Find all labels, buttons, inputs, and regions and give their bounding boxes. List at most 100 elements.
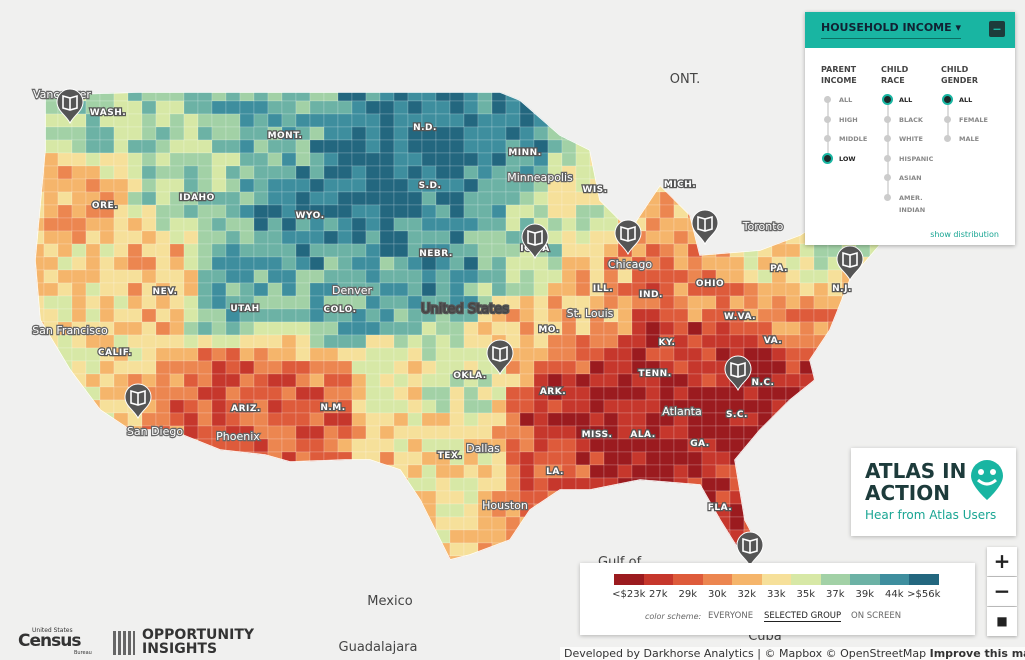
filter-option[interactable]: FEMALE xyxy=(941,114,999,134)
county xyxy=(99,295,115,310)
option-label: HISPANIC xyxy=(899,154,934,163)
story-pin[interactable] xyxy=(521,223,549,260)
county xyxy=(575,386,591,401)
story-pin[interactable] xyxy=(124,383,152,420)
filter-option[interactable]: HIGH xyxy=(821,114,879,134)
county xyxy=(421,347,437,362)
legend-label: 29k xyxy=(678,589,697,600)
county xyxy=(701,477,717,492)
county xyxy=(309,269,325,284)
county xyxy=(225,360,241,375)
filter-option[interactable]: HISPANIC xyxy=(881,153,939,173)
county xyxy=(141,217,157,232)
county xyxy=(687,425,703,440)
county xyxy=(127,126,143,141)
county xyxy=(407,412,423,427)
promo-title: ATLAS IN ACTION xyxy=(865,459,967,505)
county xyxy=(211,217,227,232)
county xyxy=(71,217,87,232)
county xyxy=(183,282,199,297)
county xyxy=(435,100,451,115)
county xyxy=(225,243,241,258)
metric-select[interactable]: HOUSEHOLD INCOME ▾ xyxy=(821,21,961,39)
county xyxy=(309,230,325,245)
reset-view[interactable]: ■ xyxy=(987,607,1017,636)
show-distribution-link[interactable]: show distribution xyxy=(930,230,999,239)
county xyxy=(267,217,283,232)
county xyxy=(393,425,409,440)
county xyxy=(757,282,773,297)
scheme-option[interactable]: EVERYONE xyxy=(708,611,754,621)
county xyxy=(435,477,451,492)
county xyxy=(323,321,339,336)
filter-option[interactable]: BLACK xyxy=(881,114,939,134)
story-pin[interactable] xyxy=(724,355,752,392)
collapse-button[interactable]: – xyxy=(989,21,1005,37)
county xyxy=(519,282,535,297)
county xyxy=(351,230,367,245)
county xyxy=(253,191,269,206)
county xyxy=(113,295,129,310)
attribution: Developed by Darkhorse Analytics | © Map… xyxy=(560,647,1025,660)
county xyxy=(547,269,563,284)
story-pin[interactable] xyxy=(736,531,764,568)
county xyxy=(281,334,297,349)
county xyxy=(673,373,689,388)
filter-option[interactable]: AMER. INDIAN xyxy=(881,192,939,214)
story-pin[interactable] xyxy=(836,245,864,282)
county xyxy=(547,438,563,453)
county xyxy=(715,438,731,453)
county xyxy=(407,282,423,297)
filter-option[interactable]: LOW xyxy=(821,152,879,173)
state-label: MINN. xyxy=(508,148,541,158)
story-pin[interactable] xyxy=(614,219,642,256)
filter-option[interactable]: MALE xyxy=(941,133,999,153)
filter-option[interactable]: MIDDLE xyxy=(821,133,879,153)
county xyxy=(407,269,423,284)
county xyxy=(295,256,311,271)
filter-option[interactable]: ALL xyxy=(881,94,939,114)
filter-option[interactable]: ALL xyxy=(941,94,999,114)
improve-link[interactable]: Improve this map xyxy=(929,647,1025,660)
county xyxy=(463,217,479,232)
county xyxy=(57,243,73,258)
county xyxy=(519,399,535,414)
county xyxy=(701,373,717,388)
county xyxy=(421,360,437,375)
story-pin[interactable] xyxy=(691,209,719,246)
county xyxy=(169,100,185,115)
county xyxy=(519,256,535,271)
legend-label: 32k xyxy=(737,589,756,600)
filter-option[interactable]: ALL xyxy=(821,94,879,114)
scheme-option[interactable]: ON SCREEN xyxy=(851,611,902,621)
county xyxy=(379,204,395,219)
county xyxy=(435,360,451,375)
county xyxy=(393,256,409,271)
zoom-in[interactable]: + xyxy=(987,547,1017,576)
legend-label: 30k xyxy=(707,589,727,600)
story-pin[interactable] xyxy=(486,339,514,376)
county xyxy=(379,230,395,245)
county xyxy=(491,399,507,414)
legend-swatch xyxy=(614,574,644,585)
county xyxy=(127,100,143,115)
county xyxy=(757,321,773,336)
county xyxy=(155,373,171,388)
option-dot xyxy=(884,154,891,162)
county xyxy=(183,295,199,310)
county xyxy=(673,282,689,297)
zoom-out[interactable]: − xyxy=(987,577,1017,606)
county xyxy=(43,269,59,284)
scheme-option[interactable]: SELECTED GROUP xyxy=(764,611,842,622)
filter-option[interactable]: WHITE xyxy=(881,133,939,153)
county xyxy=(169,139,185,154)
atlas-in-action[interactable]: ATLAS IN ACTION Hear from Atlas Users xyxy=(851,448,1016,536)
county xyxy=(183,165,199,180)
county xyxy=(561,230,577,245)
county xyxy=(253,100,269,115)
filter-option[interactable]: ASIAN xyxy=(881,172,939,192)
county xyxy=(225,412,241,427)
county xyxy=(43,230,59,245)
story-pin[interactable] xyxy=(56,88,84,125)
